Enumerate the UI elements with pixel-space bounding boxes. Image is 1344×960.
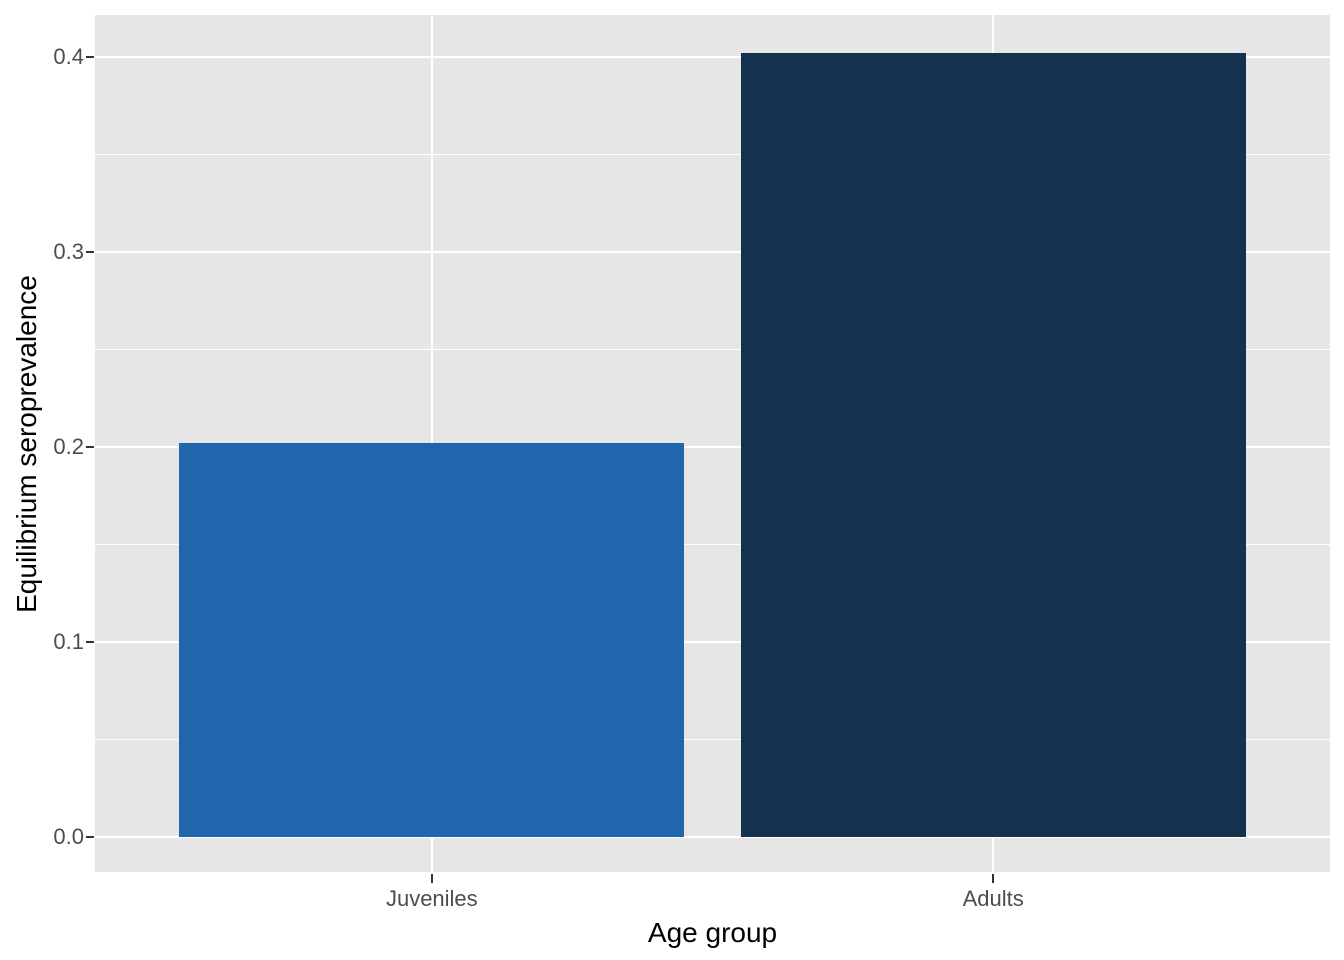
x-tick-mark xyxy=(992,874,995,883)
y-gridline-major xyxy=(95,55,1330,58)
y-tick-mark xyxy=(86,640,94,643)
bar-juveniles xyxy=(179,443,685,837)
y-gridline-minor xyxy=(95,543,1330,545)
y-tick-label: 0.0 xyxy=(53,823,84,849)
y-tick-mark xyxy=(86,835,94,838)
y-gridline-minor xyxy=(95,738,1330,740)
y-gridline-major xyxy=(95,250,1330,253)
y-tick-label: 0.4 xyxy=(53,43,84,69)
y-tick-mark xyxy=(86,55,94,58)
y-tick-label: 0.3 xyxy=(53,238,84,264)
bar-adults xyxy=(740,53,1246,837)
y-tick-mark xyxy=(86,445,94,448)
y-tick-mark xyxy=(86,250,94,253)
x-axis-title: Age group xyxy=(647,917,778,948)
y-tick-label: 0.1 xyxy=(53,628,84,654)
x-tick-mark xyxy=(430,874,433,883)
y-gridline-minor xyxy=(95,153,1330,155)
y-gridline-major xyxy=(95,445,1330,448)
plot-panel xyxy=(95,15,1330,872)
x-tick-label: Juveniles xyxy=(385,886,478,911)
y-gridline-minor xyxy=(95,348,1330,350)
x-tick-label: Adults xyxy=(962,886,1024,911)
y-gridline-major xyxy=(95,835,1330,838)
y-gridline-major xyxy=(95,640,1330,643)
y-tick-label: 0.2 xyxy=(53,433,84,459)
